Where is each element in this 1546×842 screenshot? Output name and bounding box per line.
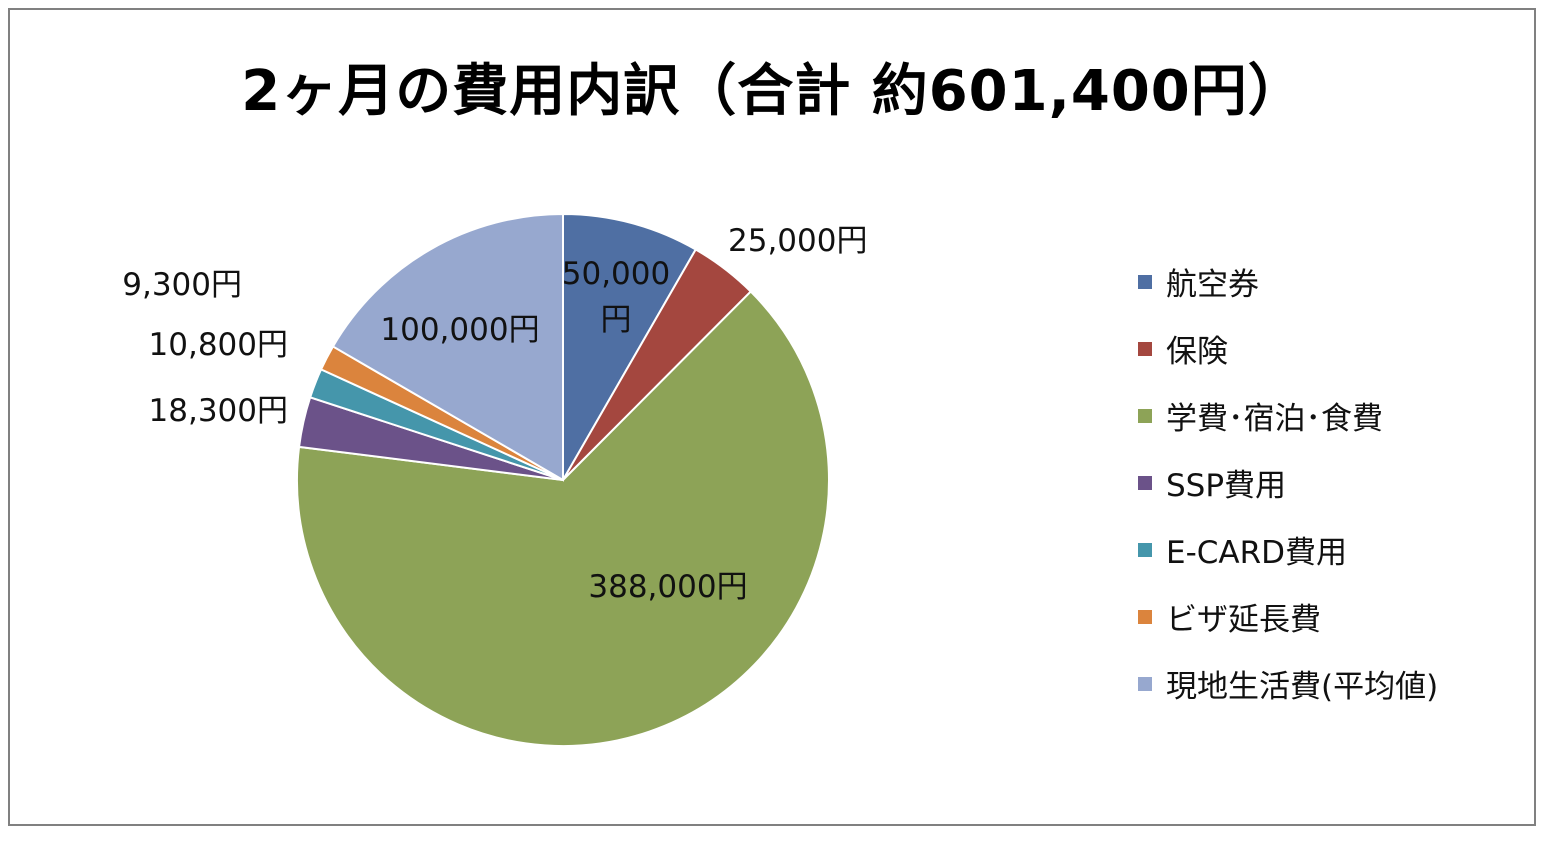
legend-label: 現地生活費(平均値) [1166,669,1439,705]
legend-item: 現地生活費(平均値) [1138,650,1528,717]
pie-data-label: 25,000円 [728,223,867,259]
pie-data-label: 9,300円 [122,267,242,303]
legend-label: SSP費用 [1166,468,1287,504]
legend-swatch [1138,408,1152,423]
pie-slice [331,212,564,482]
legend-swatch [1138,341,1152,356]
pie-data-label: 18,300円 [149,393,288,429]
legend-item: 保険 [1138,315,1528,382]
chart-title: 2ヶ月の費用内訳（合計 約601,400円） [241,59,1305,124]
legend-swatch [1138,609,1152,624]
chart-legend: 航空券保険学費･宿泊･食費 SSP費用 E-CARD費用 ビザ延長費現地生活費(平均値… [1138,248,1528,717]
pie-data-label: 388,000円 [588,569,747,605]
legend-label: 保険 [1166,334,1228,370]
legend-item: SSP費用 [1138,449,1528,516]
legend-item: E-CARD費用 [1138,516,1528,583]
pie-slices [296,212,830,747]
pie-data-label: 10,800円 [149,327,288,363]
legend-item: ビザ延長費 [1138,583,1528,650]
legend-label: 航空券 [1166,267,1259,303]
legend-swatch [1138,475,1152,490]
legend-item: 学費･宿泊･食費 [1138,382,1528,449]
legend-swatch [1138,274,1152,289]
legend-swatch [1138,542,1152,557]
pie-data-label: 100,000円 [380,312,539,348]
pie-data-label: 50,000 円 [562,256,670,338]
legend-item: 航空券 [1138,248,1528,315]
pie-data-labels: 50,000 円 25,000円 388,000円 18,300円 10,800円 9,30… [122,223,867,605]
legend-swatch [1138,676,1152,691]
legend-label: E-CARD費用 [1166,535,1348,571]
pie-slice [296,290,830,747]
legend-label: ビザ延長費 [1166,602,1321,638]
pie-slice [562,212,698,484]
legend-label: 学費･宿泊･食費 [1166,401,1383,437]
